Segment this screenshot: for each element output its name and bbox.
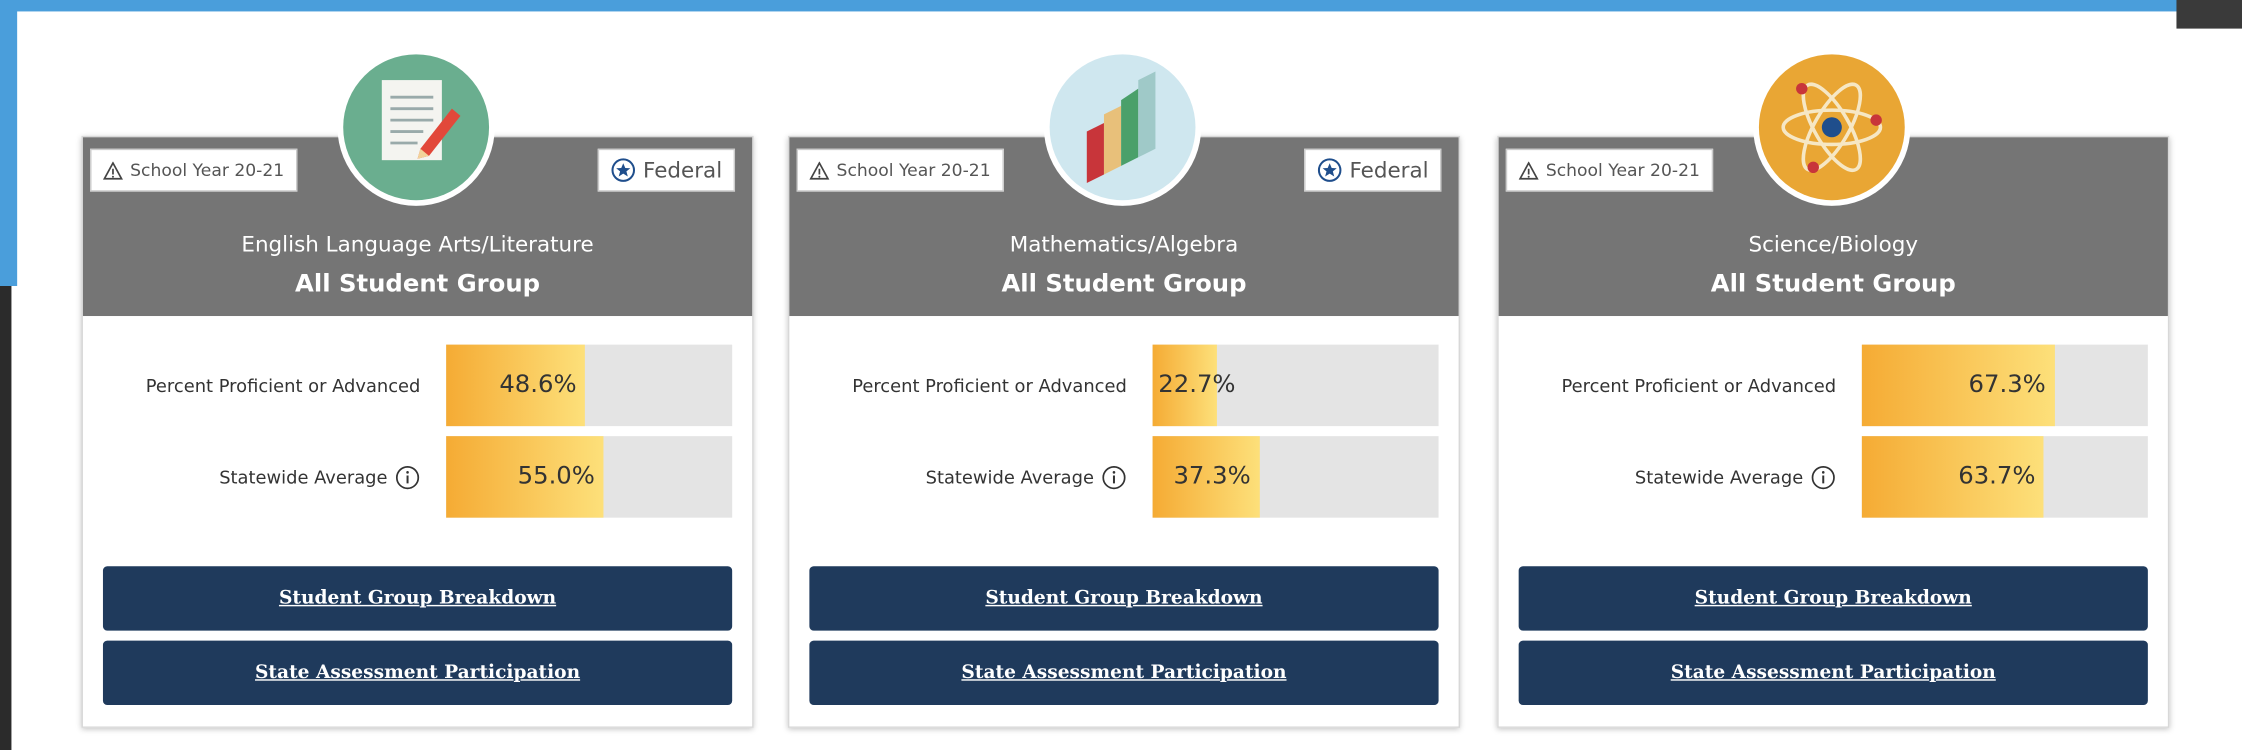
info-icon[interactable]	[1101, 464, 1127, 490]
metric-label-text: Statewide Average	[1634, 466, 1804, 488]
federal-badge: Federal	[597, 148, 736, 192]
button-text: State Assessment Participation	[1670, 662, 1996, 684]
federal-text: Federal	[643, 157, 723, 184]
metric-bar	[1152, 344, 1218, 427]
federal-badge: Federal	[1304, 148, 1442, 192]
link-button[interactable]: State Assessment Participation	[809, 640, 1439, 705]
federal-text: Federal	[1349, 157, 1429, 184]
badge-text: School Year 20-21	[1545, 160, 1700, 181]
metric-label: Statewide Average	[1499, 436, 1836, 518]
badge-text: School Year 20-21	[836, 160, 991, 181]
metric-label: Percent Proficient or Advanced	[789, 345, 1127, 427]
metric-track: 55.0%	[446, 436, 733, 518]
top-bar	[0, 0, 2242, 12]
metric-label-text: Statewide Average	[219, 466, 388, 488]
link-button[interactable]: State Assessment Participation	[1518, 640, 2148, 705]
subject: Mathematics/Algebra	[1009, 231, 1239, 258]
subject: English Language Arts/Literature	[241, 231, 594, 258]
metric-label: Percent Proficient or Advanced	[83, 345, 421, 427]
metric-label-text: Percent Proficient or Advanced	[852, 374, 1127, 397]
metric-label: Percent Proficient or Advanced	[1499, 345, 1836, 427]
warning-icon	[102, 160, 123, 179]
subject-icon	[1043, 48, 1202, 206]
card: School Year 20-21 Federal English Language…	[81, 48, 754, 728]
metric-value: 63.7%	[1958, 461, 2036, 491]
button-text: Student Group Breakdown	[985, 587, 1263, 610]
metric-bar	[1861, 344, 2055, 427]
link-button[interactable]: State Assessment Participation	[102, 640, 733, 705]
link-button[interactable]: Student Group Breakdown	[102, 566, 733, 631]
student-group: All Student Group	[1001, 270, 1247, 299]
metric-value: 37.3%	[1173, 461, 1251, 491]
warning-icon	[809, 160, 830, 179]
federal-icon	[1317, 158, 1342, 182]
info-icon[interactable]	[1810, 464, 1836, 490]
metric-bar	[1152, 436, 1260, 518]
warning-icon	[1518, 160, 1539, 179]
badge-text: School Year 20-21	[130, 160, 285, 181]
metric-track: 22.7%	[1152, 344, 1439, 427]
year-badge: School Year 20-21	[90, 148, 298, 192]
metric-value: 55.0%	[517, 461, 595, 491]
metric-label: Statewide Average	[789, 436, 1126, 518]
card: School Year 20-21 Science/Biology All Stud…	[1497, 48, 2170, 728]
metric-track: 37.3%	[1152, 436, 1439, 518]
link-button[interactable]: Student Group Breakdown	[809, 566, 1439, 631]
metric-label-text: Statewide Average	[925, 466, 1094, 488]
year-badge: School Year 20-21	[796, 148, 1004, 192]
metric-label-text: Percent Proficient or Advanced	[1561, 374, 1837, 397]
student-group: All Student Group	[295, 270, 541, 299]
subject-icon	[1753, 48, 1911, 206]
metric-value: 67.3%	[1968, 370, 2046, 399]
metric-track: 67.3%	[1861, 344, 2148, 427]
right-edge	[2176, 0, 2242, 29]
metric-value: 22.7%	[1158, 370, 1236, 399]
metric-track: 63.7%	[1861, 436, 2148, 518]
federal-icon	[611, 158, 636, 182]
metric-track: 48.6%	[446, 344, 733, 427]
subject-icon	[337, 48, 495, 206]
button-text: State Assessment Participation	[255, 662, 581, 684]
metric-value: 48.6%	[499, 370, 577, 399]
student-group: All Student Group	[1710, 270, 1956, 299]
left-edge	[0, 286, 12, 750]
card: School Year 20-21 Federal Mathematics/Alge…	[787, 48, 1461, 728]
button-text: State Assessment Participation	[961, 662, 1287, 684]
metric-label: Statewide Average	[83, 436, 420, 518]
button-text: Student Group Breakdown	[1694, 587, 1972, 610]
year-badge: School Year 20-21	[1505, 148, 1713, 192]
metric-bar	[446, 344, 586, 427]
left-bar	[0, 0, 18, 286]
info-icon[interactable]	[395, 464, 421, 490]
metric-bar	[1861, 436, 2045, 518]
button-text: Student Group Breakdown	[278, 587, 557, 610]
link-button[interactable]: Student Group Breakdown	[1518, 566, 2148, 631]
metric-label-text: Percent Proficient or Advanced	[145, 374, 421, 397]
metric-bar	[446, 436, 604, 518]
subject: Science/Biology	[1748, 231, 1919, 258]
